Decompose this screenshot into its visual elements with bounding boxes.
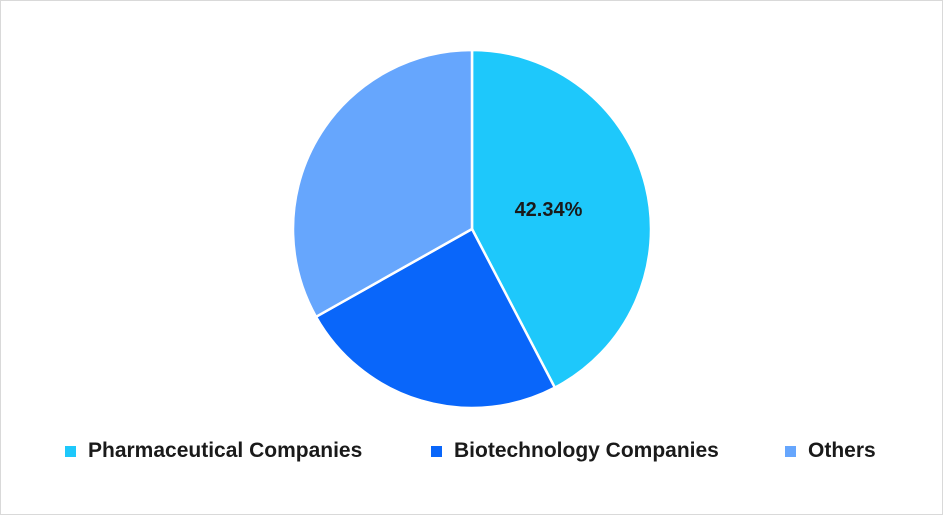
legend-item-pharmaceutical-companies: Pharmaceutical Companies (65, 438, 362, 464)
legend-item-biotechnology-companies: Biotechnology Companies (431, 438, 719, 464)
pie-slice-pharmaceutical-companies (470, 48, 653, 389)
pie-slices (291, 48, 653, 410)
legend-swatch-others (785, 445, 796, 457)
legend-label-pharmaceutical-companies: Pharmaceutical Companies (88, 439, 363, 462)
legend-swatch-biotechnology-companies (431, 445, 442, 457)
legend-label-others: Others (808, 439, 876, 462)
legend-label-biotechnology-companies: Biotechnology Companies (454, 439, 719, 462)
legend: Pharmaceutical Companies Biotechnology C… (1, 438, 942, 464)
pie-data-labels: 42.34% (515, 199, 583, 221)
legend-swatch-pharmaceutical-companies (65, 445, 76, 457)
pie-slice-others (291, 48, 474, 319)
data-label-pharmaceutical-companies: 42.34% (515, 199, 583, 221)
pie-slice-biotechnology-companies (314, 227, 557, 410)
legend-item-others: Others (785, 438, 876, 464)
